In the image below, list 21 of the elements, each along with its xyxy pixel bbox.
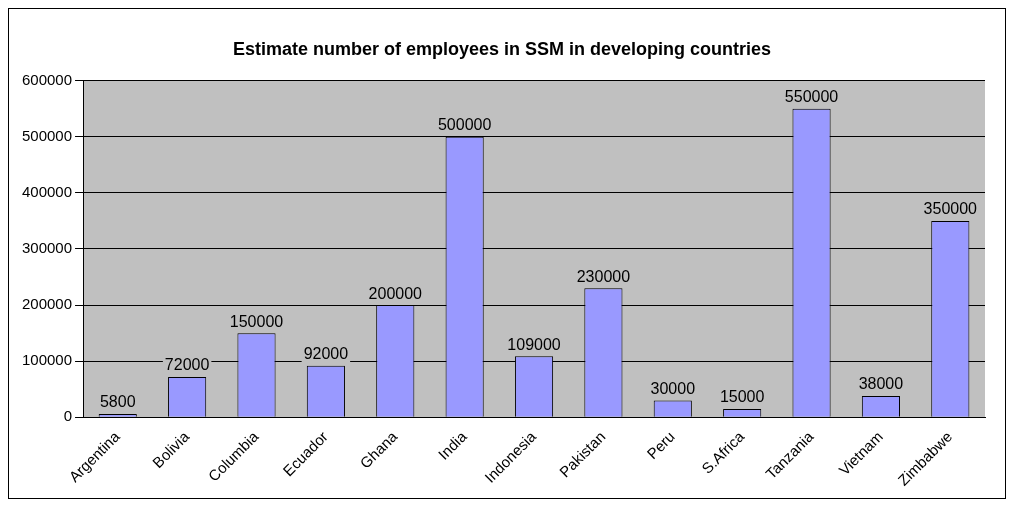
data-label: 350000 xyxy=(923,200,978,218)
data-label: 5800 xyxy=(99,393,136,411)
data-label: 150000 xyxy=(229,312,284,330)
data-label: 109000 xyxy=(507,335,561,353)
data-label: 92000 xyxy=(303,345,349,363)
y-tick-label: 300000 xyxy=(21,239,73,257)
data-label: 15000 xyxy=(719,388,765,406)
y-tick-label: 500000 xyxy=(21,126,73,144)
chart-title: Estimate number of employees in SSM in developing countries xyxy=(232,38,772,59)
y-tick-label: 600000 xyxy=(21,70,73,88)
data-label: 550000 xyxy=(784,88,839,106)
y-tick-label: 400000 xyxy=(21,182,73,200)
data-label: 200000 xyxy=(368,284,423,302)
y-tick-label: 200000 xyxy=(21,295,73,313)
data-label: 230000 xyxy=(576,267,631,285)
y-tick-label: 100000 xyxy=(21,351,73,369)
data-label: 30000 xyxy=(650,379,696,397)
y-tick-label: 0 xyxy=(63,407,73,425)
data-label: 38000 xyxy=(858,375,904,393)
data-label: 72000 xyxy=(164,356,210,374)
data-label: 500000 xyxy=(437,116,492,134)
